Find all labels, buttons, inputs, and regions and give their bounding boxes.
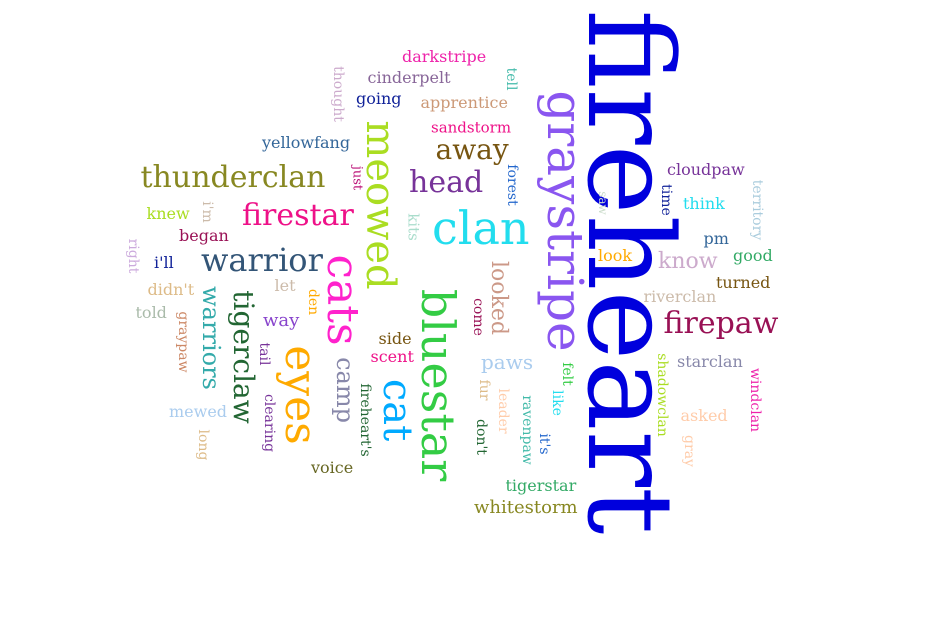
cloud-word: felt (558, 362, 575, 386)
cloud-word: bluestar (410, 288, 465, 482)
cloud-word: forest (504, 164, 521, 206)
cloud-word: eyes (274, 345, 326, 445)
cloud-word: looked (485, 261, 511, 335)
cloud-word: think (683, 194, 725, 213)
cloud-word: whitestorm (474, 497, 578, 518)
cloud-word: windclan (747, 367, 764, 433)
cloud-word: tail (255, 342, 272, 366)
cloud-word: way (263, 310, 300, 331)
cloud-word: starclan (677, 352, 743, 371)
cloud-word: tigerstar (505, 476, 577, 495)
cloud-word: let (274, 276, 296, 295)
cloud-word: graystripe (536, 90, 595, 352)
cloud-word: warriors (196, 286, 225, 390)
cloud-word: graypaw (175, 311, 192, 373)
cloud-word: clan (432, 201, 530, 255)
cloud-word: darkstripe (402, 47, 487, 66)
cloud-word: just (349, 165, 365, 191)
cloud-word: firepaw (663, 306, 779, 341)
cloud-word: fireheart's (357, 383, 374, 457)
cloud-word: began (179, 226, 229, 245)
cloud-word: den (305, 288, 322, 316)
cloud-word: cat (374, 378, 421, 442)
cloud-word: turned (716, 273, 771, 292)
cloud-word: i'll (154, 253, 174, 272)
cloud-word: voice (311, 458, 354, 477)
cloud-word: look (598, 246, 633, 265)
cloud-word: tigerclaw (227, 290, 261, 424)
cloud-word: don't (472, 419, 489, 455)
cloud-word: saw (595, 191, 610, 215)
cloud-word: didn't (147, 280, 195, 299)
cloud-word: shadowclan (653, 353, 670, 437)
cloud-word: firestar (242, 198, 354, 233)
cloud-word: apprentice (420, 93, 508, 112)
cloud-word: time (657, 184, 674, 216)
cloud-word: going (356, 89, 402, 108)
cloud-word: tell (502, 67, 519, 91)
cloud-word: cinderpelt (367, 68, 451, 87)
cloud-word: long (194, 429, 211, 461)
cloud-word: come (469, 298, 486, 336)
cloud-word: away (435, 133, 509, 166)
cloud-word: thunderclan (140, 160, 326, 195)
cloud-word: gray (680, 435, 697, 467)
cloud-word: kits (404, 213, 423, 241)
cloud-word: head (409, 165, 484, 200)
cloud-word: pm (703, 229, 729, 248)
cloud-word: knew (146, 204, 190, 223)
cloud-word: it's (536, 433, 553, 455)
cloud-word: scent (370, 347, 414, 366)
cloud-word: told (135, 303, 167, 322)
cloud-word: sandstorm (431, 118, 512, 137)
cloud-word: asked (680, 406, 728, 425)
cloud-word: territory (749, 179, 766, 241)
cloud-word: thought (329, 66, 346, 122)
cloud-word: mewed (169, 402, 228, 421)
cloud-word: riverclan (643, 287, 717, 306)
cloud-word: know (658, 249, 718, 274)
cloud-word: camp (330, 357, 359, 423)
cloud-word: leader (495, 388, 512, 434)
cloud-word: ravenpaw (518, 395, 535, 465)
cloud-word: right (124, 238, 141, 274)
cloud-word: fur (475, 379, 492, 401)
cloud-word: yellowfang (262, 133, 351, 152)
cloud-word: clearing (261, 393, 278, 453)
cloud-word: like (548, 390, 565, 416)
cloud-word: meowed (357, 120, 404, 290)
cloud-word: side (378, 329, 412, 348)
cloud-word: good (733, 246, 773, 265)
cloud-word: cloudpaw (667, 160, 745, 179)
cloud-word: i'm (198, 201, 215, 223)
cloud-word: paws (481, 350, 534, 374)
cloud-word: warrior (201, 241, 323, 279)
